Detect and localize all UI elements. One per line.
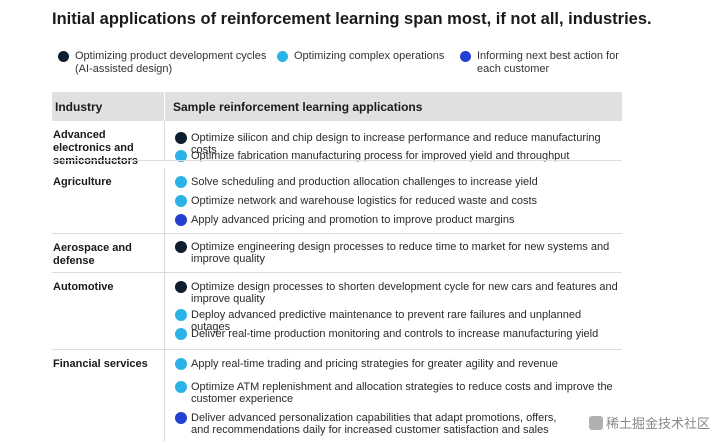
industry-cell: Agriculture xyxy=(53,176,112,188)
column-divider xyxy=(164,350,165,442)
table-row: Advanced electronics and semiconductors … xyxy=(52,121,622,167)
application-item: Optimize fabrication manufacturing proce… xyxy=(175,150,621,162)
column-divider xyxy=(164,234,165,273)
application-item: Optimize ATM replenishment and allocatio… xyxy=(175,381,621,405)
application-text: Deploy advanced predictive maintenance t… xyxy=(191,309,582,333)
application-item: Deliver real-time production monitoring … xyxy=(175,328,621,340)
application-text: Optimize silicon and chip design to incr… xyxy=(191,132,601,156)
cyan-dot-icon xyxy=(277,51,288,62)
applications-table: Industry Sample reinforcement learning a… xyxy=(52,92,622,442)
dark-dot-icon xyxy=(175,241,187,253)
column-divider xyxy=(164,168,165,234)
cyan-dot-icon xyxy=(175,195,187,207)
application-item: Deploy advanced predictive maintenance t… xyxy=(175,309,621,333)
legend-item-product-development: Optimizing product development cycles (A… xyxy=(58,50,268,76)
row-divider xyxy=(52,349,622,350)
cyan-dot-icon xyxy=(175,309,187,321)
application-item: Optimize design processes to shorten dev… xyxy=(175,281,621,305)
table-row: Financial services Apply real-time tradi… xyxy=(52,350,622,442)
application-item: Deliver advanced personalization capabil… xyxy=(175,412,571,436)
juejin-logo-icon xyxy=(588,416,603,430)
application-text: Optimize fabrication manufacturing proce… xyxy=(191,150,570,162)
row-divider xyxy=(52,233,622,234)
application-item: Apply advanced pricing and promotion to … xyxy=(175,214,621,226)
blue-dot-icon xyxy=(175,214,187,226)
page-title: Initial applications of reinforcement le… xyxy=(52,10,652,28)
watermark-text: 稀土掘金技术社区 xyxy=(605,416,710,431)
industry-cell: Automotive xyxy=(53,281,114,293)
application-text: Solve scheduling and production allocati… xyxy=(191,176,538,188)
legend: Optimizing product development cycles (A… xyxy=(0,50,720,80)
cyan-dot-icon xyxy=(175,381,187,393)
application-item: Optimize silicon and chip design to incr… xyxy=(175,132,621,156)
application-text: Optimize engineering design processes to… xyxy=(191,241,610,265)
application-text: Optimize design processes to shorten dev… xyxy=(191,281,618,305)
legend-item-next-best-action: Informing next best action for each cust… xyxy=(460,50,625,76)
application-text: Deliver advanced personalization capabil… xyxy=(191,412,557,436)
column-divider xyxy=(164,121,165,161)
cyan-dot-icon xyxy=(175,176,187,188)
application-item: Optimize network and warehouse logistics… xyxy=(175,195,621,207)
column-divider xyxy=(164,273,165,350)
dark-dot-icon xyxy=(175,281,187,293)
dark-dot-icon xyxy=(175,132,187,144)
dark-dot-icon xyxy=(58,51,69,62)
application-text: Apply real-time trading and pricing stra… xyxy=(191,358,558,370)
table-row: Automotive Optimize design processes to … xyxy=(52,273,622,350)
application-item: Optimize engineering design processes to… xyxy=(175,241,621,265)
legend-label: Optimizing complex operations xyxy=(294,50,445,62)
row-divider xyxy=(52,160,622,161)
blue-dot-icon xyxy=(460,51,471,62)
table-row: Aerospace and defense Optimize engineeri… xyxy=(52,234,622,273)
header-divider xyxy=(164,92,165,121)
legend-label: Optimizing product development cycles (A… xyxy=(75,50,267,75)
table-row: Agriculture Solve scheduling and product… xyxy=(52,168,622,234)
cyan-dot-icon xyxy=(175,358,187,370)
row-divider xyxy=(52,272,622,273)
industry-cell: Advanced electronics and semiconductors xyxy=(53,129,138,167)
application-text: Apply advanced pricing and promotion to … xyxy=(191,214,515,226)
application-item: Solve scheduling and production allocati… xyxy=(175,176,621,188)
table-header: Industry Sample reinforcement learning a… xyxy=(52,92,622,121)
column-header-industry: Industry xyxy=(55,100,103,114)
industry-cell: Financial services xyxy=(53,358,148,370)
legend-label: Informing next best action for each cust… xyxy=(477,50,619,75)
cyan-dot-icon xyxy=(175,328,187,340)
application-item: Apply real-time trading and pricing stra… xyxy=(175,358,621,370)
column-header-applications: Sample reinforcement learning applicatio… xyxy=(173,100,423,114)
watermark: 稀土掘金技术社区 xyxy=(588,413,710,432)
industry-cell: Aerospace and defense xyxy=(53,242,132,267)
legend-item-complex-operations: Optimizing complex operations xyxy=(277,50,452,63)
blue-dot-icon xyxy=(175,412,187,424)
application-text: Deliver real-time production monitoring … xyxy=(191,328,599,340)
application-text: Optimize network and warehouse logistics… xyxy=(191,195,538,207)
cyan-dot-icon xyxy=(175,150,187,162)
application-text: Optimize ATM replenishment and allocatio… xyxy=(191,381,613,405)
